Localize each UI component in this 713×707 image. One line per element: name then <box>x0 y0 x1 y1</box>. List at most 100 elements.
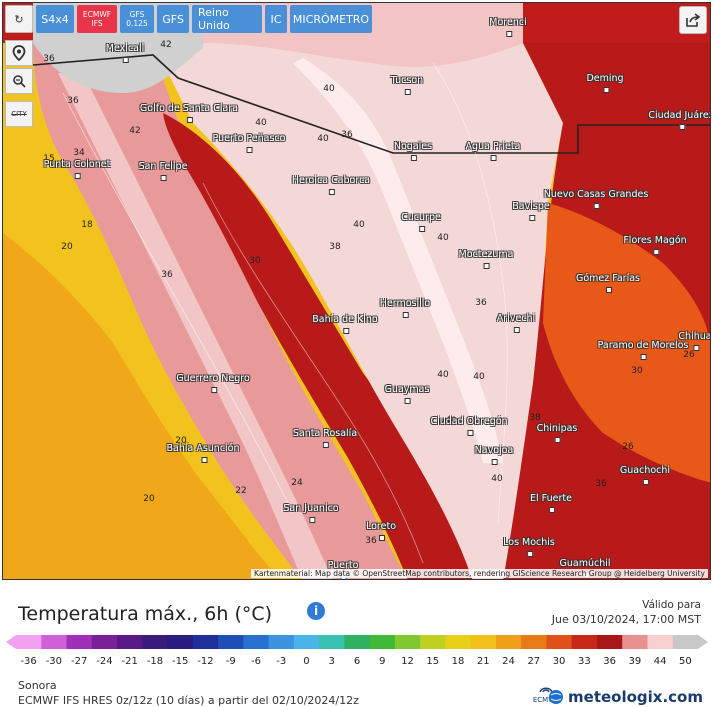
brand-logo[interactable]: meteologix.com <box>548 688 703 706</box>
model-run-info: ECMWF IFS HRES 0z/12z (10 días) a partir… <box>18 694 359 707</box>
ic-button[interactable]: IC <box>265 5 287 33</box>
city-label: Gómez Farías <box>575 273 641 293</box>
ecmwf-ifs-button[interactable]: ECMWF IFS <box>77 5 117 33</box>
scale-tick-label: 6 <box>353 656 361 667</box>
city-label: Moctezuma <box>458 249 514 269</box>
temp-label: 38 <box>329 242 341 252</box>
city-label: Guamúchil <box>559 558 611 578</box>
scale-tick-label: 0 <box>303 656 310 667</box>
city-label: Cucurpe <box>401 212 441 232</box>
scale-swatch <box>142 635 169 649</box>
temp-label: 20 <box>143 494 155 504</box>
city-label: Bavispe <box>512 201 550 221</box>
share-button[interactable] <box>679 6 707 34</box>
temp-label: 40 <box>317 134 329 144</box>
temp-label: 40 <box>255 118 267 128</box>
scale-tick-label: 30 <box>552 656 566 667</box>
temp-label: 36 <box>475 298 487 308</box>
refresh-icon: ↻ <box>14 12 24 26</box>
region-label: Sonora <box>18 679 57 692</box>
temp-label: 36 <box>595 479 607 489</box>
scale-swatch <box>218 635 244 649</box>
temp-label: 15 <box>43 154 55 164</box>
international-border <box>32 54 710 154</box>
forecast-map[interactable]: Mexicali Morenci Deming Tucson Ciudad Ju… <box>2 2 711 580</box>
reino-unido-button[interactable]: Reino Unido <box>192 5 262 33</box>
brand-text: meteologix.com <box>568 688 703 706</box>
scale-tick-label: -12 <box>197 656 214 667</box>
city-label: Morenci <box>489 17 527 37</box>
scale-swatch <box>268 635 295 649</box>
city-label: Punta Colonet <box>43 159 111 179</box>
gfs-button[interactable]: GFS <box>157 5 189 33</box>
temp-label: 18 <box>81 220 93 230</box>
temp-label: 40 <box>445 416 457 426</box>
scale-swatch <box>546 635 573 649</box>
temp-label: 22 <box>235 486 247 496</box>
city-label: Loreto <box>365 521 397 541</box>
ecmwf-logo: ECMWF <box>528 686 564 704</box>
scale-arrow-right <box>698 635 708 649</box>
city-label: Bahía Asunción <box>166 443 240 463</box>
temp-label: 40 <box>323 84 335 94</box>
micrometro-button[interactable]: MICRÓMETRO <box>290 5 372 33</box>
refresh-button[interactable]: ↻ <box>5 5 33 33</box>
temp-label: 30 <box>249 256 261 266</box>
scale-swatch <box>319 635 345 649</box>
temp-label: 24 <box>291 478 303 488</box>
city-label: Bahía de Kino <box>312 314 378 334</box>
info-icon[interactable]: i <box>307 602 325 620</box>
scale-swatch <box>243 635 270 649</box>
temp-label: 36 <box>161 270 173 280</box>
temp-label: 36 <box>341 130 353 140</box>
city-label: CITY <box>11 110 27 118</box>
scale-swatch <box>192 635 219 649</box>
color-scale-bar <box>6 635 708 649</box>
scale-swatch <box>117 635 143 649</box>
city-label: Paramo de Morelos <box>597 340 689 360</box>
valid-for-label: Válido para <box>642 599 701 611</box>
scale-tick-label: -6 <box>250 656 261 667</box>
scale-tick-label: -3 <box>276 656 287 667</box>
sonora-land <box>153 43 563 579</box>
scale-tick-label: -24 <box>96 656 113 667</box>
temp-label: 40 <box>473 372 485 382</box>
city-label: Hermosillo <box>379 298 431 318</box>
temp-label: 36 <box>67 96 79 106</box>
city-label: Navojoa <box>474 445 514 465</box>
scale-tick-label: -30 <box>45 656 63 667</box>
scale-tick-label: 44 <box>653 656 667 667</box>
scale-tick-label: 50 <box>678 656 692 667</box>
city-label: Arivechi <box>496 313 536 333</box>
city-label: Nogales <box>393 141 433 161</box>
ecmwf-label: ECMWF <box>82 10 112 19</box>
valid-date: Jue 03/10/2024, 17:00 MST <box>551 613 701 626</box>
temperature-field <box>3 3 710 579</box>
temp-label: 42 <box>160 40 172 50</box>
scale-swatch <box>41 635 68 649</box>
map-attribution: Kartenmaterial: Map data © OpenStreetMap… <box>251 569 708 578</box>
location-pin-icon <box>12 45 26 61</box>
scale-swatch <box>647 635 674 649</box>
gfs-0125-button[interactable]: GFS 0.125 <box>120 5 154 33</box>
location-button[interactable] <box>5 40 33 66</box>
scale-tick-label: -27 <box>70 656 88 667</box>
temp-label: 38 <box>529 413 541 423</box>
scale-tick-label: 36 <box>603 656 616 667</box>
city-label: Santa Rosalía <box>292 428 358 448</box>
scale-tick-label: 27 <box>527 656 541 667</box>
scale-tick-label: -15 <box>172 656 189 667</box>
city-label: Guerrero Negro <box>176 373 250 393</box>
city-toggle-button[interactable]: CITY <box>5 101 33 127</box>
zoom-button[interactable] <box>5 68 33 94</box>
scale-swatch <box>66 635 93 649</box>
globe-icon <box>549 690 564 704</box>
temp-label: 40 <box>491 474 503 484</box>
temp-label: 20 <box>175 436 187 446</box>
scale-swatch <box>470 635 497 649</box>
scale-swatch <box>521 635 547 649</box>
city-label: Los Mochis <box>503 537 555 557</box>
scale-swatch <box>420 635 446 649</box>
s4x4-button[interactable]: S4x4 <box>36 5 74 33</box>
city-label: Ciudad Obregón <box>430 416 508 436</box>
